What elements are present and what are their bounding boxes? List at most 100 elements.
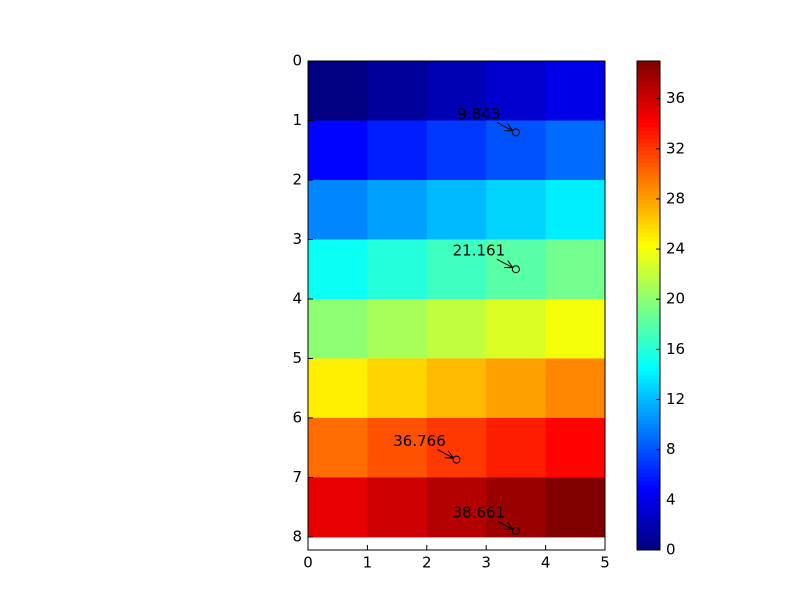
colorbar-segment — [637, 407, 660, 412]
colorbar-segment — [637, 248, 660, 254]
colorbar-tick-label: 36 — [666, 89, 685, 107]
y-tick-label: 8 — [292, 527, 302, 545]
heatmap-cell — [426, 179, 487, 240]
colorbar-segment — [637, 464, 660, 469]
colorbar-segment — [637, 492, 660, 498]
colorbar-segment — [637, 203, 660, 209]
colorbar-segment — [637, 480, 660, 486]
colorbar-segment — [637, 317, 660, 323]
colorbar-segment — [637, 142, 660, 148]
colorbar-segment — [637, 472, 660, 478]
colorbar-segment — [637, 391, 660, 396]
colorbar-segment — [637, 69, 660, 74]
colorbar-segment — [637, 448, 660, 453]
colorbar-segment — [637, 166, 660, 172]
heatmap-cell — [426, 120, 487, 181]
heatmap-cell — [426, 417, 487, 478]
plot-frame — [307, 60, 606, 551]
heatmap-cell — [545, 417, 606, 478]
colorbar-segment — [637, 215, 660, 221]
heatmap-cell — [426, 239, 487, 300]
heatmap-cell — [486, 417, 547, 478]
heatmap-cell — [367, 61, 428, 121]
colorbar-segment — [637, 138, 660, 143]
colorbar-segment — [637, 260, 660, 266]
x-tick-label: 2 — [422, 554, 432, 572]
annotation-point — [511, 526, 520, 535]
colorbar-segment — [637, 244, 660, 249]
colorbar-segment — [637, 113, 660, 119]
colorbar-tick-label: 20 — [666, 290, 685, 308]
heatmap-cell — [367, 239, 428, 300]
colorbar-segment — [637, 378, 660, 384]
colorbar-segment — [637, 529, 660, 535]
heatmap-cell — [367, 120, 428, 181]
colorbar-segment — [637, 387, 660, 392]
colorbar-segment — [637, 517, 660, 522]
colorbar-tick-label: 8 — [666, 440, 676, 458]
colorbar-segment — [637, 65, 660, 70]
colorbar-segment — [637, 354, 660, 359]
colorbar-segment — [637, 411, 660, 417]
colorbar-segment — [637, 85, 660, 91]
heatmap-cell — [367, 477, 428, 538]
colorbar-segment — [637, 73, 660, 78]
colorbar-segment — [637, 183, 660, 188]
colorbar-segment — [637, 289, 660, 294]
heatmap-cell — [545, 298, 606, 359]
colorbar-segment — [637, 505, 660, 510]
colorbar-segment — [637, 240, 660, 245]
colorbar-segment — [637, 321, 660, 327]
colorbar-segment — [637, 211, 660, 217]
colorbar-segment — [637, 525, 660, 531]
colorbar-segment — [637, 452, 660, 457]
colorbar-segment — [637, 272, 660, 278]
colorbar-tick-label: 24 — [666, 240, 685, 258]
colorbar-segment — [637, 236, 660, 241]
colorbar-segment — [637, 207, 660, 213]
colorbar-segment — [637, 268, 660, 274]
colorbar-segment — [637, 541, 660, 547]
colorbar-segment — [637, 301, 660, 306]
colorbar-segment — [637, 537, 660, 543]
colorbar-segment — [637, 154, 660, 160]
x-tick-label: 5 — [600, 554, 610, 572]
colorbar-segment — [637, 533, 660, 539]
colorbar-segment — [637, 281, 660, 286]
colorbar-segment — [637, 305, 660, 311]
heatmap-cell — [545, 239, 606, 300]
colorbar-tick-label: 0 — [666, 541, 676, 559]
colorbar-segment — [637, 403, 660, 408]
heatmap-cell — [367, 417, 428, 478]
colorbar-segment — [637, 501, 660, 506]
colorbar-segment — [637, 228, 660, 233]
colorbar-segment — [637, 346, 660, 351]
colorbar-segment — [637, 109, 660, 115]
colorbar-segment — [637, 130, 660, 135]
colorbar-segment — [637, 179, 660, 184]
colorbar-segment — [637, 325, 660, 331]
colorbar-segment — [637, 545, 660, 551]
colorbar-segment — [637, 350, 660, 355]
heatmap-cell — [308, 179, 368, 240]
heatmap-cell — [545, 477, 606, 538]
colorbar-segment — [637, 297, 660, 302]
colorbar-segment — [637, 256, 660, 262]
annotation-arrow — [437, 449, 453, 458]
heatmap-cell — [367, 298, 428, 359]
annotation-label: 36.766 — [393, 432, 446, 450]
x-tick-label: 1 — [363, 554, 373, 572]
colorbar-segment — [637, 134, 660, 139]
colorbar-segment — [637, 61, 660, 66]
colorbar-segment — [637, 89, 660, 95]
colorbar-segment — [637, 309, 660, 315]
heatmap-cell — [486, 358, 547, 419]
annotation-point — [511, 265, 520, 274]
colorbar-tick-label: 28 — [666, 189, 685, 207]
y-tick-label: 6 — [292, 408, 302, 426]
colorbar-segment — [637, 224, 660, 229]
heatmap-cell — [486, 61, 547, 121]
colorbar-segment — [637, 419, 660, 425]
colorbar-tick-label: 4 — [666, 490, 676, 508]
colorbar-segment — [637, 427, 660, 433]
